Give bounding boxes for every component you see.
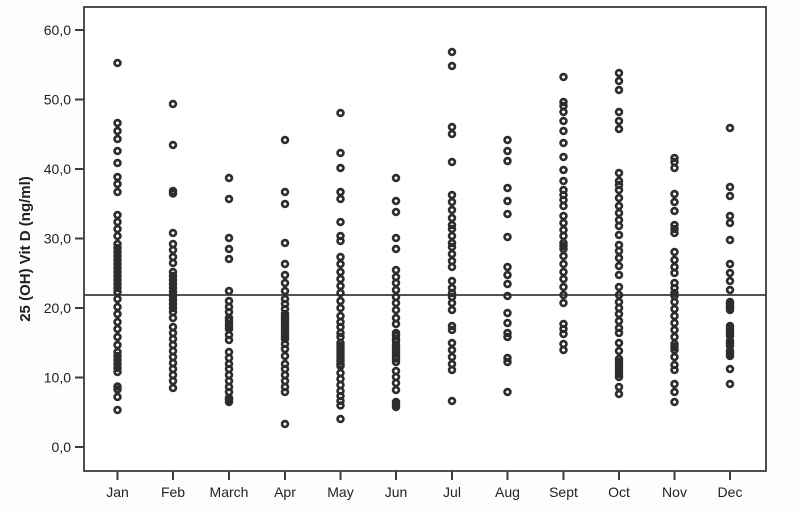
svg-text:Oct: Oct [608, 484, 630, 500]
svg-text:40,0: 40,0 [44, 161, 71, 177]
svg-text:Dec: Dec [718, 484, 743, 500]
svg-text:March: March [210, 484, 249, 500]
svg-text:May: May [327, 484, 353, 500]
svg-text:Feb: Feb [161, 484, 185, 500]
svg-text:20,0: 20,0 [44, 300, 71, 316]
svg-text:30,0: 30,0 [44, 231, 71, 247]
svg-text:Jun: Jun [385, 484, 408, 500]
svg-text:Jan: Jan [106, 484, 129, 500]
svg-text:Nov: Nov [662, 484, 687, 500]
svg-text:50,0: 50,0 [44, 92, 71, 108]
svg-text:Apr: Apr [274, 484, 296, 500]
svg-text:Jul: Jul [443, 484, 461, 500]
svg-text:60,0: 60,0 [44, 22, 71, 38]
svg-text:Sept: Sept [549, 484, 578, 500]
svg-text:25 (OH) Vit D (ng/ml): 25 (OH) Vit D (ng/ml) [17, 176, 34, 322]
svg-text:10,0: 10,0 [44, 370, 71, 386]
svg-text:Aug: Aug [495, 484, 520, 500]
svg-text:0,0: 0,0 [52, 439, 72, 455]
